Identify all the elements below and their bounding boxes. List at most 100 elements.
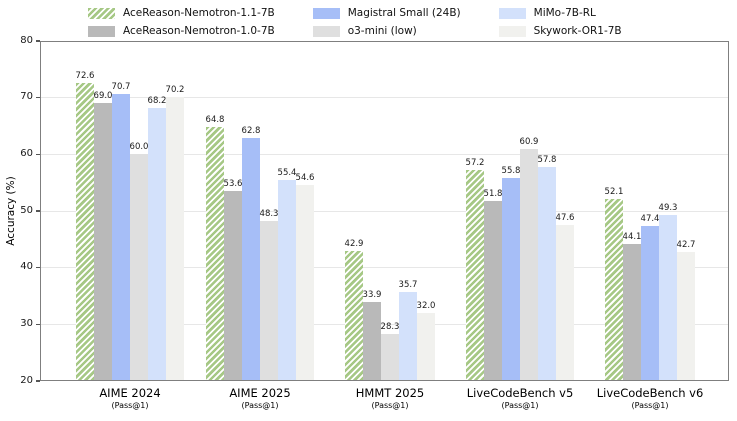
bar-value-label: 55.8 bbox=[501, 166, 521, 177]
legend-item: Skywork-OR1-7B bbox=[498, 24, 622, 38]
x-category-label: AIME 2025 bbox=[229, 386, 291, 400]
bar-value-label: 28.3 bbox=[380, 321, 400, 332]
bar: 70.2 bbox=[166, 85, 184, 381]
bar: 47.4 bbox=[641, 214, 659, 381]
bar-value-label: 42.9 bbox=[344, 239, 364, 250]
legend-swatch bbox=[312, 7, 340, 19]
bar-value-label: 55.4 bbox=[277, 168, 297, 179]
bar-value-label: 44.1 bbox=[622, 232, 642, 243]
y-tick-mark bbox=[36, 97, 40, 99]
bar: 32.0 bbox=[417, 301, 435, 381]
bar-value-label: 47.6 bbox=[555, 212, 575, 223]
y-tick-mark bbox=[36, 323, 40, 325]
x-category-label: LiveCodeBench v5 bbox=[466, 386, 574, 400]
y-tick-label: 60 bbox=[20, 147, 33, 159]
legend-swatch bbox=[312, 25, 340, 37]
bar-value-label: 70.2 bbox=[165, 84, 185, 95]
x-category-sublabel: (Pass@1) bbox=[371, 401, 409, 410]
y-tick-mark bbox=[36, 40, 40, 42]
bar: 35.7 bbox=[399, 280, 417, 381]
y-tick-label: 30 bbox=[20, 317, 33, 329]
legend-item: Magistral Small (24B) bbox=[312, 6, 461, 20]
x-category-label: LiveCodeBench v6 bbox=[596, 386, 704, 400]
legend-label: o3-mini (low) bbox=[347, 25, 417, 37]
bar-value-label: 68.2 bbox=[147, 95, 167, 106]
bar: 70.7 bbox=[112, 82, 130, 381]
bar-value-label: 70.7 bbox=[111, 81, 131, 92]
chart-legend: AceReason-Nemotron-1.1-7B AceReason-Nemot… bbox=[88, 6, 622, 38]
bar-value-label: 33.9 bbox=[362, 290, 382, 301]
plot-area: 72.6 69.0 70.7 60.0 68.2 70.2 64.8 53.6 62.8 48.3… bbox=[40, 41, 729, 381]
legend-swatch bbox=[88, 7, 115, 19]
bar-value-label: 32.0 bbox=[416, 301, 436, 311]
bar: 54.6 bbox=[296, 173, 314, 381]
bar: 28.3 bbox=[381, 322, 399, 381]
x-category-sublabel: (Pass@1) bbox=[241, 401, 279, 410]
legend-item: AceReason-Nemotron-1.1-7B bbox=[88, 6, 275, 20]
y-tick-label: 80 bbox=[20, 34, 33, 46]
bar: 62.8 bbox=[242, 126, 260, 381]
y-tick-label: 50 bbox=[20, 204, 33, 216]
gridline bbox=[40, 97, 729, 99]
bar-group: 72.6 69.0 70.7 60.0 68.2 70.2 bbox=[76, 71, 184, 381]
gridline bbox=[40, 210, 729, 212]
bar: 60.9 bbox=[520, 137, 538, 381]
legend-item: MiMo-7B-RL bbox=[498, 6, 622, 20]
legend-swatch bbox=[498, 25, 526, 37]
bar: 44.1 bbox=[623, 232, 641, 381]
bar: 48.3 bbox=[260, 209, 278, 381]
bar: 69.0 bbox=[94, 91, 112, 381]
bar-value-label: 35.7 bbox=[398, 280, 418, 291]
bar: 52.1 bbox=[605, 187, 623, 381]
y-tick-label: 20 bbox=[20, 374, 33, 386]
bar-value-label: 49.3 bbox=[658, 202, 678, 213]
y-tick-mark bbox=[36, 210, 40, 212]
x-category-label: AIME 2024 bbox=[99, 386, 161, 400]
bar: 64.8 bbox=[206, 115, 224, 381]
bar: 47.6 bbox=[556, 213, 574, 381]
bar: 53.6 bbox=[224, 179, 242, 381]
bar: 60.0 bbox=[130, 142, 148, 381]
y-tick-label: 40 bbox=[20, 261, 33, 273]
bar-value-label: 60.0 bbox=[129, 142, 149, 153]
bar-value-label: 52.1 bbox=[604, 187, 624, 198]
bar: 55.8 bbox=[502, 166, 520, 381]
gridline bbox=[40, 323, 729, 325]
bar-group: 57.2 51.8 55.8 60.9 57.8 47.6 bbox=[465, 137, 574, 381]
bar: 51.8 bbox=[484, 189, 502, 381]
bar: 55.4 bbox=[278, 168, 296, 381]
bar-value-label: 51.8 bbox=[483, 188, 503, 199]
legend-label: Skywork-OR1-7B bbox=[533, 25, 622, 37]
bar-value-label: 53.6 bbox=[223, 178, 243, 189]
legend-label: Magistral Small (24B) bbox=[347, 7, 461, 19]
legend-label: AceReason-Nemotron-1.1-7B bbox=[123, 7, 275, 19]
bar: 42.7 bbox=[677, 240, 695, 381]
bar-group: 42.9 33.9 28.3 35.7 32.0 bbox=[345, 239, 435, 381]
y-tick-label: 70 bbox=[20, 91, 33, 103]
y-tick-mark bbox=[36, 267, 40, 269]
y-tick-mark bbox=[36, 153, 40, 155]
bar-value-label: 48.3 bbox=[259, 208, 279, 219]
legend-item: AceReason-Nemotron-1.0-7B bbox=[88, 24, 275, 38]
bar-value-label: 64.8 bbox=[205, 115, 225, 126]
bar: 68.2 bbox=[148, 96, 166, 381]
bar-group: 52.1 44.1 47.4 49.3 42.7 bbox=[605, 187, 695, 381]
bar-value-label: 42.7 bbox=[676, 240, 696, 251]
bar-value-label: 57.2 bbox=[465, 158, 485, 169]
bar-value-label: 69.0 bbox=[93, 91, 113, 102]
legend-swatch bbox=[88, 25, 115, 37]
bar: 57.8 bbox=[538, 155, 556, 381]
bar-value-label: 62.8 bbox=[241, 126, 261, 137]
bar-value-label: 60.9 bbox=[519, 137, 539, 148]
bar-value-label: 54.6 bbox=[295, 172, 315, 183]
legend-label: MiMo-7B-RL bbox=[533, 7, 596, 19]
gridline bbox=[40, 153, 729, 155]
bar-group: 64.8 53.6 62.8 48.3 55.4 54.6 bbox=[206, 115, 314, 381]
bar-value-label: 72.6 bbox=[75, 70, 95, 81]
bar: 42.9 bbox=[345, 239, 363, 381]
bar: 72.6 bbox=[76, 71, 94, 381]
x-category-sublabel: (Pass@1) bbox=[501, 401, 539, 410]
legend-item: o3-mini (low) bbox=[312, 24, 461, 38]
bar-value-label: 57.8 bbox=[537, 154, 557, 165]
